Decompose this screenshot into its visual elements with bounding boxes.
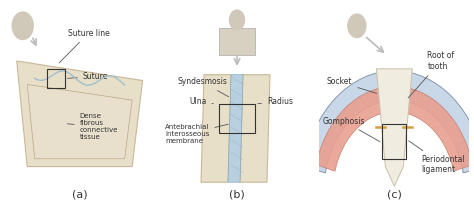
- Text: Dense
fibrous
connective
tissue: Dense fibrous connective tissue: [67, 113, 118, 140]
- Polygon shape: [201, 75, 231, 182]
- Text: (a): (a): [72, 190, 88, 200]
- Circle shape: [12, 12, 33, 40]
- Polygon shape: [228, 75, 243, 182]
- Text: Gomphosis: Gomphosis: [322, 116, 380, 142]
- Text: Root of
tooth: Root of tooth: [408, 51, 455, 98]
- Text: Suture line: Suture line: [59, 28, 109, 63]
- Text: Ulna: Ulna: [189, 97, 213, 106]
- Text: Syndesmosis: Syndesmosis: [177, 77, 228, 97]
- Wedge shape: [303, 71, 474, 173]
- Polygon shape: [17, 61, 143, 167]
- Polygon shape: [376, 69, 412, 186]
- Wedge shape: [316, 86, 473, 171]
- Text: Suture: Suture: [67, 72, 108, 80]
- Polygon shape: [27, 84, 132, 159]
- Text: Radius: Radius: [258, 97, 293, 106]
- Text: (c): (c): [387, 190, 402, 200]
- Text: Periodontal
ligament: Periodontal ligament: [409, 141, 465, 175]
- Circle shape: [348, 14, 366, 37]
- Circle shape: [229, 10, 245, 30]
- Text: (b): (b): [229, 190, 245, 200]
- Polygon shape: [240, 75, 270, 182]
- FancyBboxPatch shape: [219, 28, 255, 55]
- Text: Socket: Socket: [327, 77, 377, 93]
- Text: Antebrachial
interosseous
membrane: Antebrachial interosseous membrane: [165, 124, 228, 144]
